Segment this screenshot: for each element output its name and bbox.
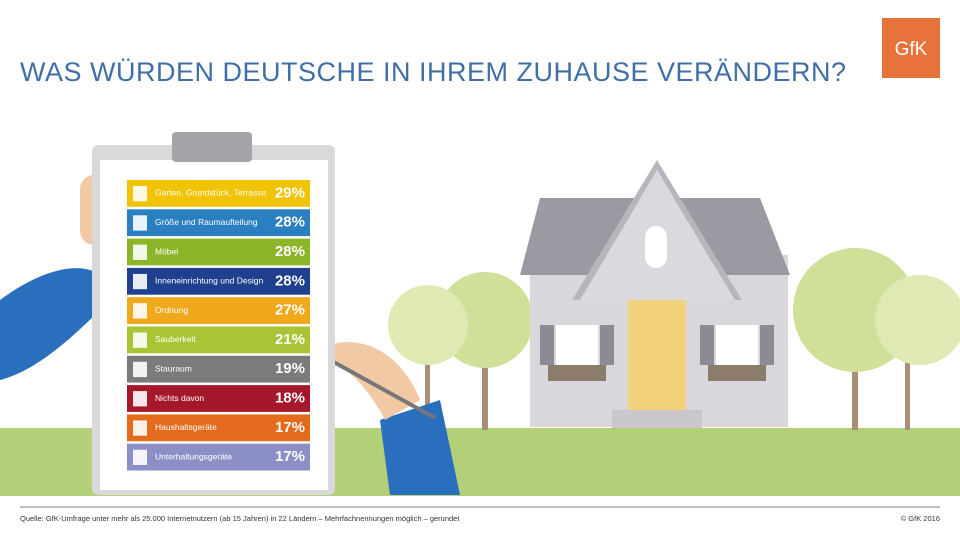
row-value: 28% bbox=[275, 214, 305, 231]
row-bar bbox=[127, 355, 310, 383]
row-label: Größe und Raumaufteilung bbox=[155, 217, 258, 227]
row-bar bbox=[127, 326, 310, 354]
row-icon bbox=[133, 186, 147, 202]
rows: Garten, Grundstück, Terrasse 29% Größe und… bbox=[127, 180, 310, 471]
row-icon bbox=[133, 273, 147, 290]
row-value: 17% bbox=[275, 419, 305, 436]
row-value: 29% bbox=[275, 184, 305, 201]
row-label: Ordnung bbox=[155, 305, 188, 315]
row-value: 17% bbox=[275, 448, 305, 465]
row-value: 21% bbox=[275, 331, 305, 348]
row-icon bbox=[133, 361, 147, 378]
logo bbox=[882, 18, 940, 78]
row-bar bbox=[127, 267, 310, 295]
row-bar bbox=[127, 297, 310, 324]
row-icon bbox=[133, 215, 147, 231]
row-label: Möbel bbox=[155, 246, 178, 256]
row-icon bbox=[133, 244, 147, 260]
source: Quelle: GfK-Umfrage unter mehr als 25.00… bbox=[20, 514, 460, 523]
row-bar bbox=[127, 238, 310, 266]
row-bar bbox=[127, 414, 310, 442]
clipboard-clip bbox=[172, 132, 252, 162]
row-label: Unterhaltungsgeräte bbox=[155, 451, 232, 461]
copyright: © GfK 2016 bbox=[901, 514, 940, 523]
row-icon bbox=[133, 303, 147, 319]
row-label: Garten, Grundstück, Terrasse bbox=[155, 188, 267, 198]
house bbox=[520, 160, 790, 428]
row-icon bbox=[133, 391, 147, 407]
trees bbox=[388, 248, 960, 430]
row-icon bbox=[133, 449, 147, 465]
row-icon bbox=[133, 332, 147, 348]
row-label: Stauraum bbox=[155, 363, 192, 373]
row-icon bbox=[133, 420, 147, 436]
row-value: 19% bbox=[275, 360, 305, 377]
row-value: 28% bbox=[275, 243, 305, 260]
logo-text: GfK bbox=[895, 39, 928, 60]
row-bar bbox=[127, 385, 310, 412]
row-bar bbox=[127, 180, 310, 207]
row-label: Haushaltsgeräte bbox=[155, 422, 217, 432]
row-label: Sauberkeit bbox=[155, 334, 196, 344]
row-bar bbox=[127, 443, 310, 471]
row-label: Nichts davon bbox=[155, 393, 204, 403]
row-value: 27% bbox=[275, 302, 305, 319]
row-bar bbox=[127, 209, 310, 237]
title: WAS WÜRDEN DEUTSCHE IN IHREM ZUHAUSE VER… bbox=[20, 57, 847, 87]
row-value: 28% bbox=[275, 272, 305, 289]
row-label: Inneneinrichtung und Design bbox=[155, 276, 263, 286]
row-value: 18% bbox=[275, 389, 305, 406]
